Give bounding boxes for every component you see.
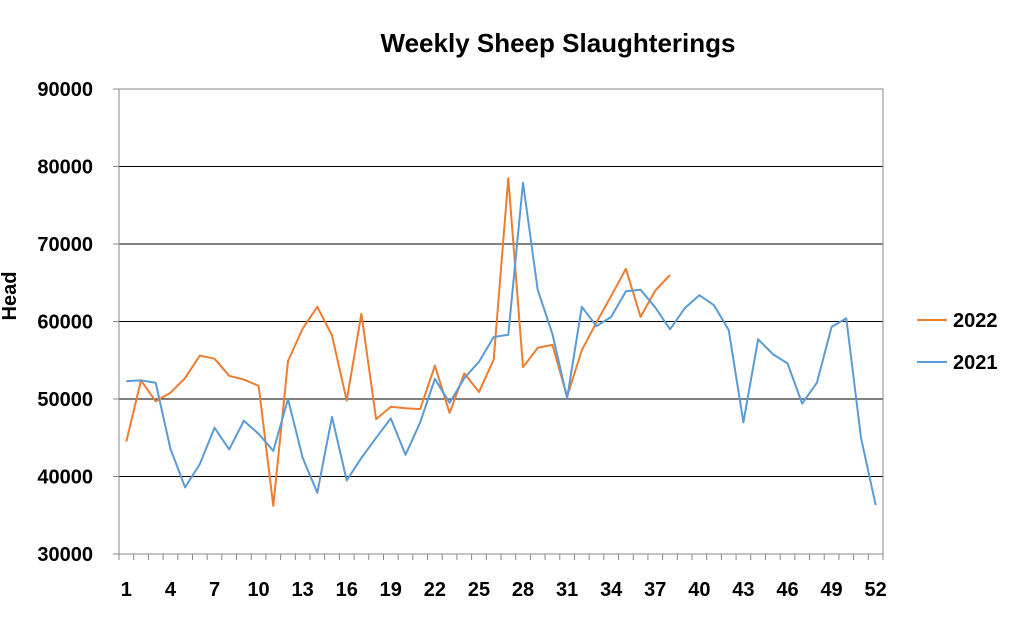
x-tick-label: 34 [600, 579, 623, 601]
x-tick-label: 13 [292, 579, 314, 601]
x-tick-label: 43 [732, 579, 754, 601]
y-tick-label: 90000 [37, 79, 93, 101]
x-tick-label: 19 [380, 579, 402, 601]
gridlines [119, 88, 883, 477]
y-tick-label: 80000 [37, 157, 93, 179]
series-line-2022 [125, 177, 671, 507]
x-tick-label: 7 [209, 579, 220, 601]
y-tick-labels: 30000 40000 50000 60000 70000 80000 90000 [37, 79, 93, 566]
x-tick-label: 46 [776, 579, 798, 601]
x-tick-label: 4 [165, 579, 177, 601]
x-tick-labels: 1 4 7 10 13 16 19 22 25 28 31 34 37 40 43 46 49 52 [121, 579, 887, 601]
y-tick-label: 50000 [37, 389, 93, 411]
y-tick-label: 70000 [37, 234, 93, 256]
y-tick-label: 30000 [37, 544, 93, 566]
series-line-2021 [126, 181, 877, 506]
x-tick-label: 37 [644, 579, 666, 601]
x-tick-label: 31 [556, 579, 578, 601]
axes [113, 88, 884, 560]
chart-title: Weekly Sheep Slaughterings [381, 28, 736, 58]
series-lines [125, 177, 877, 507]
x-tick-label: 52 [865, 579, 887, 601]
x-tick-label: 22 [424, 579, 446, 601]
x-tick-label: 10 [247, 579, 269, 601]
y-tick-label: 40000 [37, 467, 93, 489]
legend-label-2022: 2022 [953, 310, 998, 332]
legend: 2022 2021 [917, 310, 998, 374]
x-tick-label: 40 [688, 579, 710, 601]
x-tick-label: 1 [121, 579, 132, 601]
legend-label-2021: 2021 [953, 352, 998, 374]
x-tick-label: 28 [512, 579, 534, 601]
x-tick-label: 25 [468, 579, 490, 601]
x-tick-label: 16 [336, 579, 358, 601]
x-tick-label: 49 [820, 579, 842, 601]
y-axis-title: Head [0, 272, 21, 321]
y-tick-label: 60000 [37, 312, 93, 334]
